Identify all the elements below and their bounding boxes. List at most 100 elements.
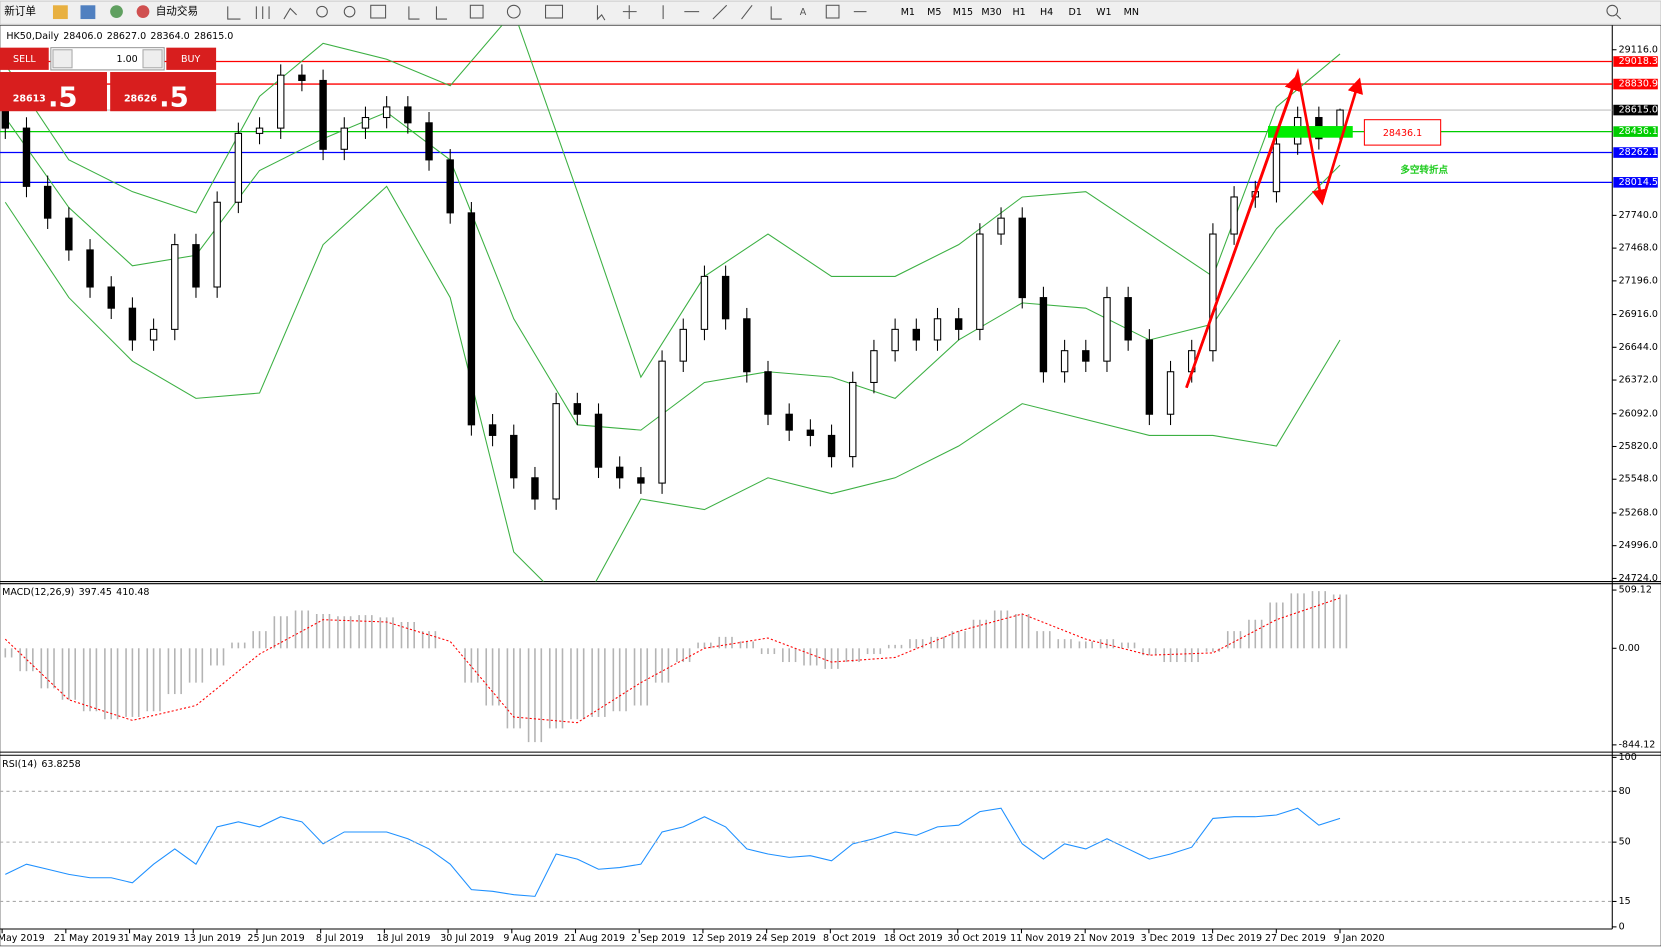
chart-frame — [0, 25, 1661, 947]
icon[interactable] — [52, 5, 68, 20]
price-pips[interactable]: .5 — [159, 82, 189, 114]
price-main[interactable]: 28626 — [124, 93, 157, 104]
candle-body — [467, 212, 476, 426]
current-price-box — [1613, 104, 1658, 116]
x-tick-label: 12 Sep 2019 — [692, 933, 752, 944]
lot-input[interactable] — [50, 47, 165, 71]
rsi-panel — [5, 807, 1341, 897]
ohlc-value: 28364.0 — [150, 31, 189, 42]
timeframe-button[interactable]: M30 — [981, 7, 1001, 18]
lot-value[interactable]: 1.00 — [117, 54, 138, 65]
indicator-value: 397.45 — [79, 587, 112, 598]
axes: 29116.0 27740.0 27468.0 27196.0 26916.0 26644… — [0, 44, 1658, 944]
annotation-box — [1363, 119, 1442, 146]
x-tick-label: 21 May 2019 — [54, 933, 116, 944]
x-tick-label: 30 Oct 2019 — [947, 933, 1006, 944]
x-tick-label: 24 Sep 2019 — [756, 933, 816, 944]
buy-price[interactable]: 28626.5 — [124, 82, 189, 114]
timeframe-button[interactable]: D1 — [1069, 7, 1082, 18]
y-tick-label: 26372.0 — [1619, 375, 1658, 386]
level-label-box — [1613, 147, 1658, 158]
x-tick-label: 13 Jun 2019 — [184, 933, 241, 944]
level-label-box — [1613, 56, 1658, 67]
icon[interactable] — [110, 5, 123, 18]
buy-button[interactable] — [166, 47, 217, 70]
candle-body — [743, 318, 751, 373]
highlight-bar — [1267, 126, 1353, 138]
y-tick-label: 0 — [1619, 921, 1625, 932]
toolbar — [0, 0, 1661, 25]
y-tick-label: 24724.0 — [1619, 573, 1658, 584]
timeframe-button[interactable]: M15 — [953, 7, 973, 18]
ohlc-value: 28627.0 — [107, 31, 146, 42]
macd-title: MACD(12,26,9) 397.45 410.48 — [2, 587, 149, 598]
buy-price-box[interactable] — [110, 72, 217, 112]
auto-trade-icon[interactable] — [136, 5, 150, 18]
sell-button[interactable] — [0, 47, 49, 70]
x-tick-label: 18 Oct 2019 — [884, 933, 943, 944]
candle-body — [1082, 350, 1090, 362]
x-tick-label: 3 Dec 2019 — [1141, 933, 1196, 944]
candle-body — [361, 116, 370, 129]
sell-price-box[interactable] — [0, 72, 107, 112]
timeframe-button[interactable]: H4 — [1040, 7, 1053, 18]
y-tick-label: 29116.0 — [1619, 44, 1658, 55]
macd-panel — [4, 591, 1348, 743]
candle-body — [446, 159, 454, 214]
price-main[interactable]: 28613 — [13, 93, 46, 104]
candle-body — [404, 106, 412, 124]
candle-body — [1272, 143, 1281, 193]
timeframe-button[interactable]: M5 — [927, 7, 941, 18]
candle-body — [594, 413, 603, 468]
x-tick-label: 21 Aug 2019 — [564, 933, 625, 944]
candle-body — [849, 381, 857, 458]
candle-body — [658, 360, 666, 484]
trend-arrow — [1320, 77, 1363, 203]
candle-body — [933, 318, 942, 341]
candle-body — [637, 477, 645, 484]
y-tick-label: 25820.0 — [1619, 441, 1658, 452]
candle-body — [298, 74, 306, 81]
bollinger-upper — [4, 25, 1341, 379]
timeframe-button[interactable]: W1 — [1096, 7, 1111, 18]
lot-up[interactable] — [142, 49, 163, 69]
toolbar-icons[interactable]: A — [227, 4, 1622, 21]
svg-text:A: A — [800, 7, 807, 18]
y-tick-label: 27468.0 — [1619, 243, 1658, 254]
candle-body — [997, 217, 1005, 235]
timeframe-bar: M1 M5 M15 M30 H1 H4 D1 W1 MN — [901, 7, 1139, 18]
sell-price[interactable]: 28613.5 — [13, 82, 78, 114]
chart-header: HK50,Daily 28406.0 28627.0 28364.0 28615.0 — [6, 31, 233, 42]
sell-label[interactable]: SELL — [13, 54, 36, 65]
icon[interactable] — [80, 5, 96, 20]
candle-body — [22, 127, 31, 187]
y-tick-label: 80 — [1619, 786, 1631, 797]
price-pips[interactable]: .5 — [48, 82, 78, 114]
buy-label[interactable]: BUY — [181, 54, 200, 65]
indicator-name: RSI(14) — [2, 758, 37, 769]
y-tick-label: 26092.0 — [1619, 408, 1658, 419]
x-tick-label: 8 Jul 2019 — [316, 933, 364, 944]
level-label: 29018.3 — [1619, 56, 1658, 67]
indicator-name: MACD(12,26,9) — [2, 587, 74, 598]
level-label: 28830.9 — [1619, 79, 1658, 90]
candle-body — [65, 217, 73, 251]
x-tick-label: 25 Jun 2019 — [247, 933, 304, 944]
auto-trade-button[interactable]: 自动交易 — [156, 5, 198, 18]
x-tick-label: 9 Aug 2019 — [503, 933, 558, 944]
x-tick-label: 8 Oct 2019 — [823, 933, 876, 944]
candle-body — [531, 477, 539, 500]
trend-arrow — [1185, 68, 1328, 389]
timeframe-button[interactable]: M1 — [901, 7, 915, 18]
candle-body — [679, 328, 687, 362]
x-tick-label: 13 Dec 2019 — [1201, 933, 1262, 944]
new-order-button[interactable]: 新订单 — [4, 5, 36, 18]
timeframe-button[interactable]: MN — [1124, 7, 1139, 18]
current-price-label: 28615.0 — [1619, 105, 1658, 116]
lot-down[interactable] — [52, 49, 73, 69]
candle-body — [1209, 233, 1217, 352]
candle-body — [192, 244, 200, 288]
timeframe-button[interactable]: H1 — [1012, 7, 1025, 18]
